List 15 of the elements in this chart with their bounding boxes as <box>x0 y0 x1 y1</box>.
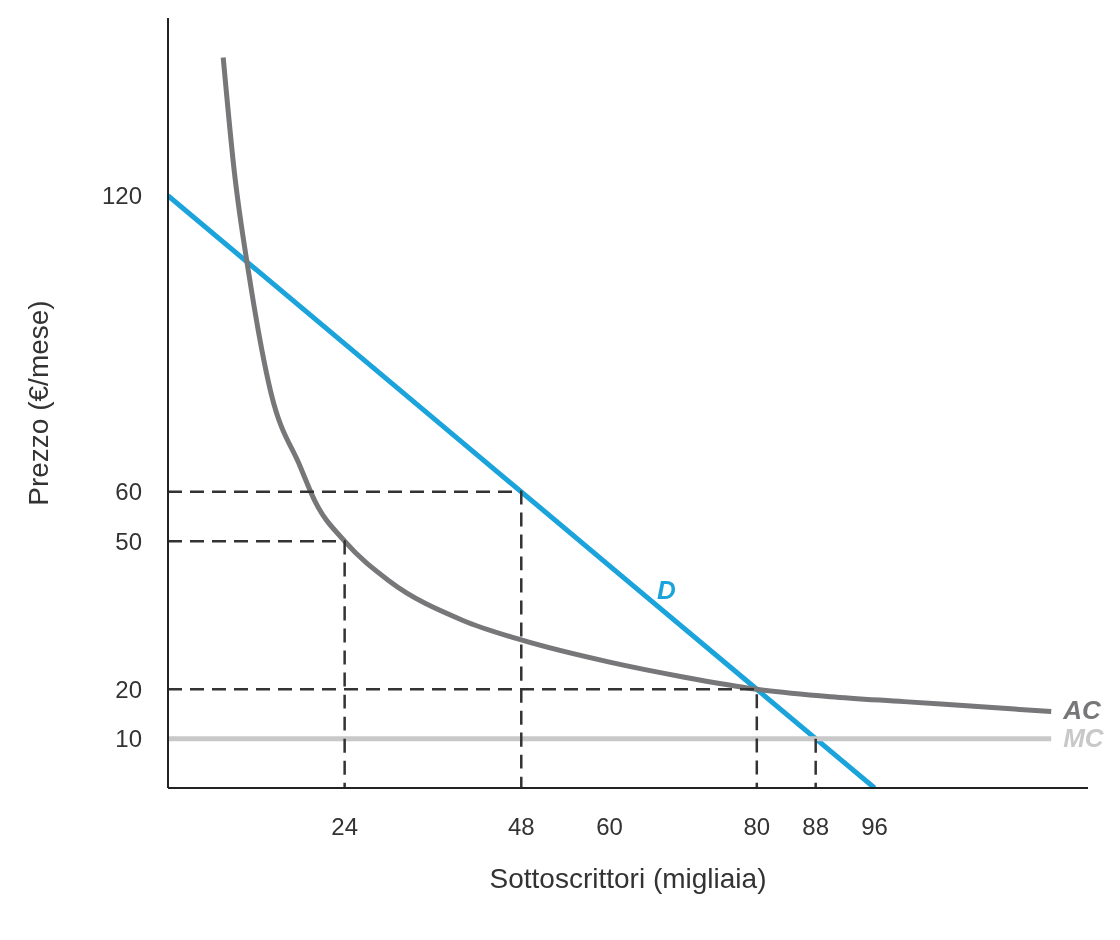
y-tick-label: 120 <box>101 182 142 210</box>
x-tick-label: 24 <box>331 813 358 841</box>
y-tick-label: 60 <box>115 478 142 506</box>
x-tick-label: 60 <box>596 813 623 841</box>
y-tick-label: 10 <box>115 725 142 753</box>
x-axis-title: Sottoscrittori (migliaia) <box>489 863 767 894</box>
y-axis-title: Prezzo (€/mese) <box>22 300 54 506</box>
x-tick-label: 96 <box>861 813 888 841</box>
y-tick-label: 50 <box>115 527 142 555</box>
x-tick-label: 88 <box>802 813 830 841</box>
series-label: D <box>657 574 677 605</box>
y-tick-label: 20 <box>115 675 142 703</box>
x-tick-label: 80 <box>743 813 771 841</box>
series-label: AC <box>1062 695 1102 726</box>
x-tick-label: 48 <box>507 813 535 841</box>
